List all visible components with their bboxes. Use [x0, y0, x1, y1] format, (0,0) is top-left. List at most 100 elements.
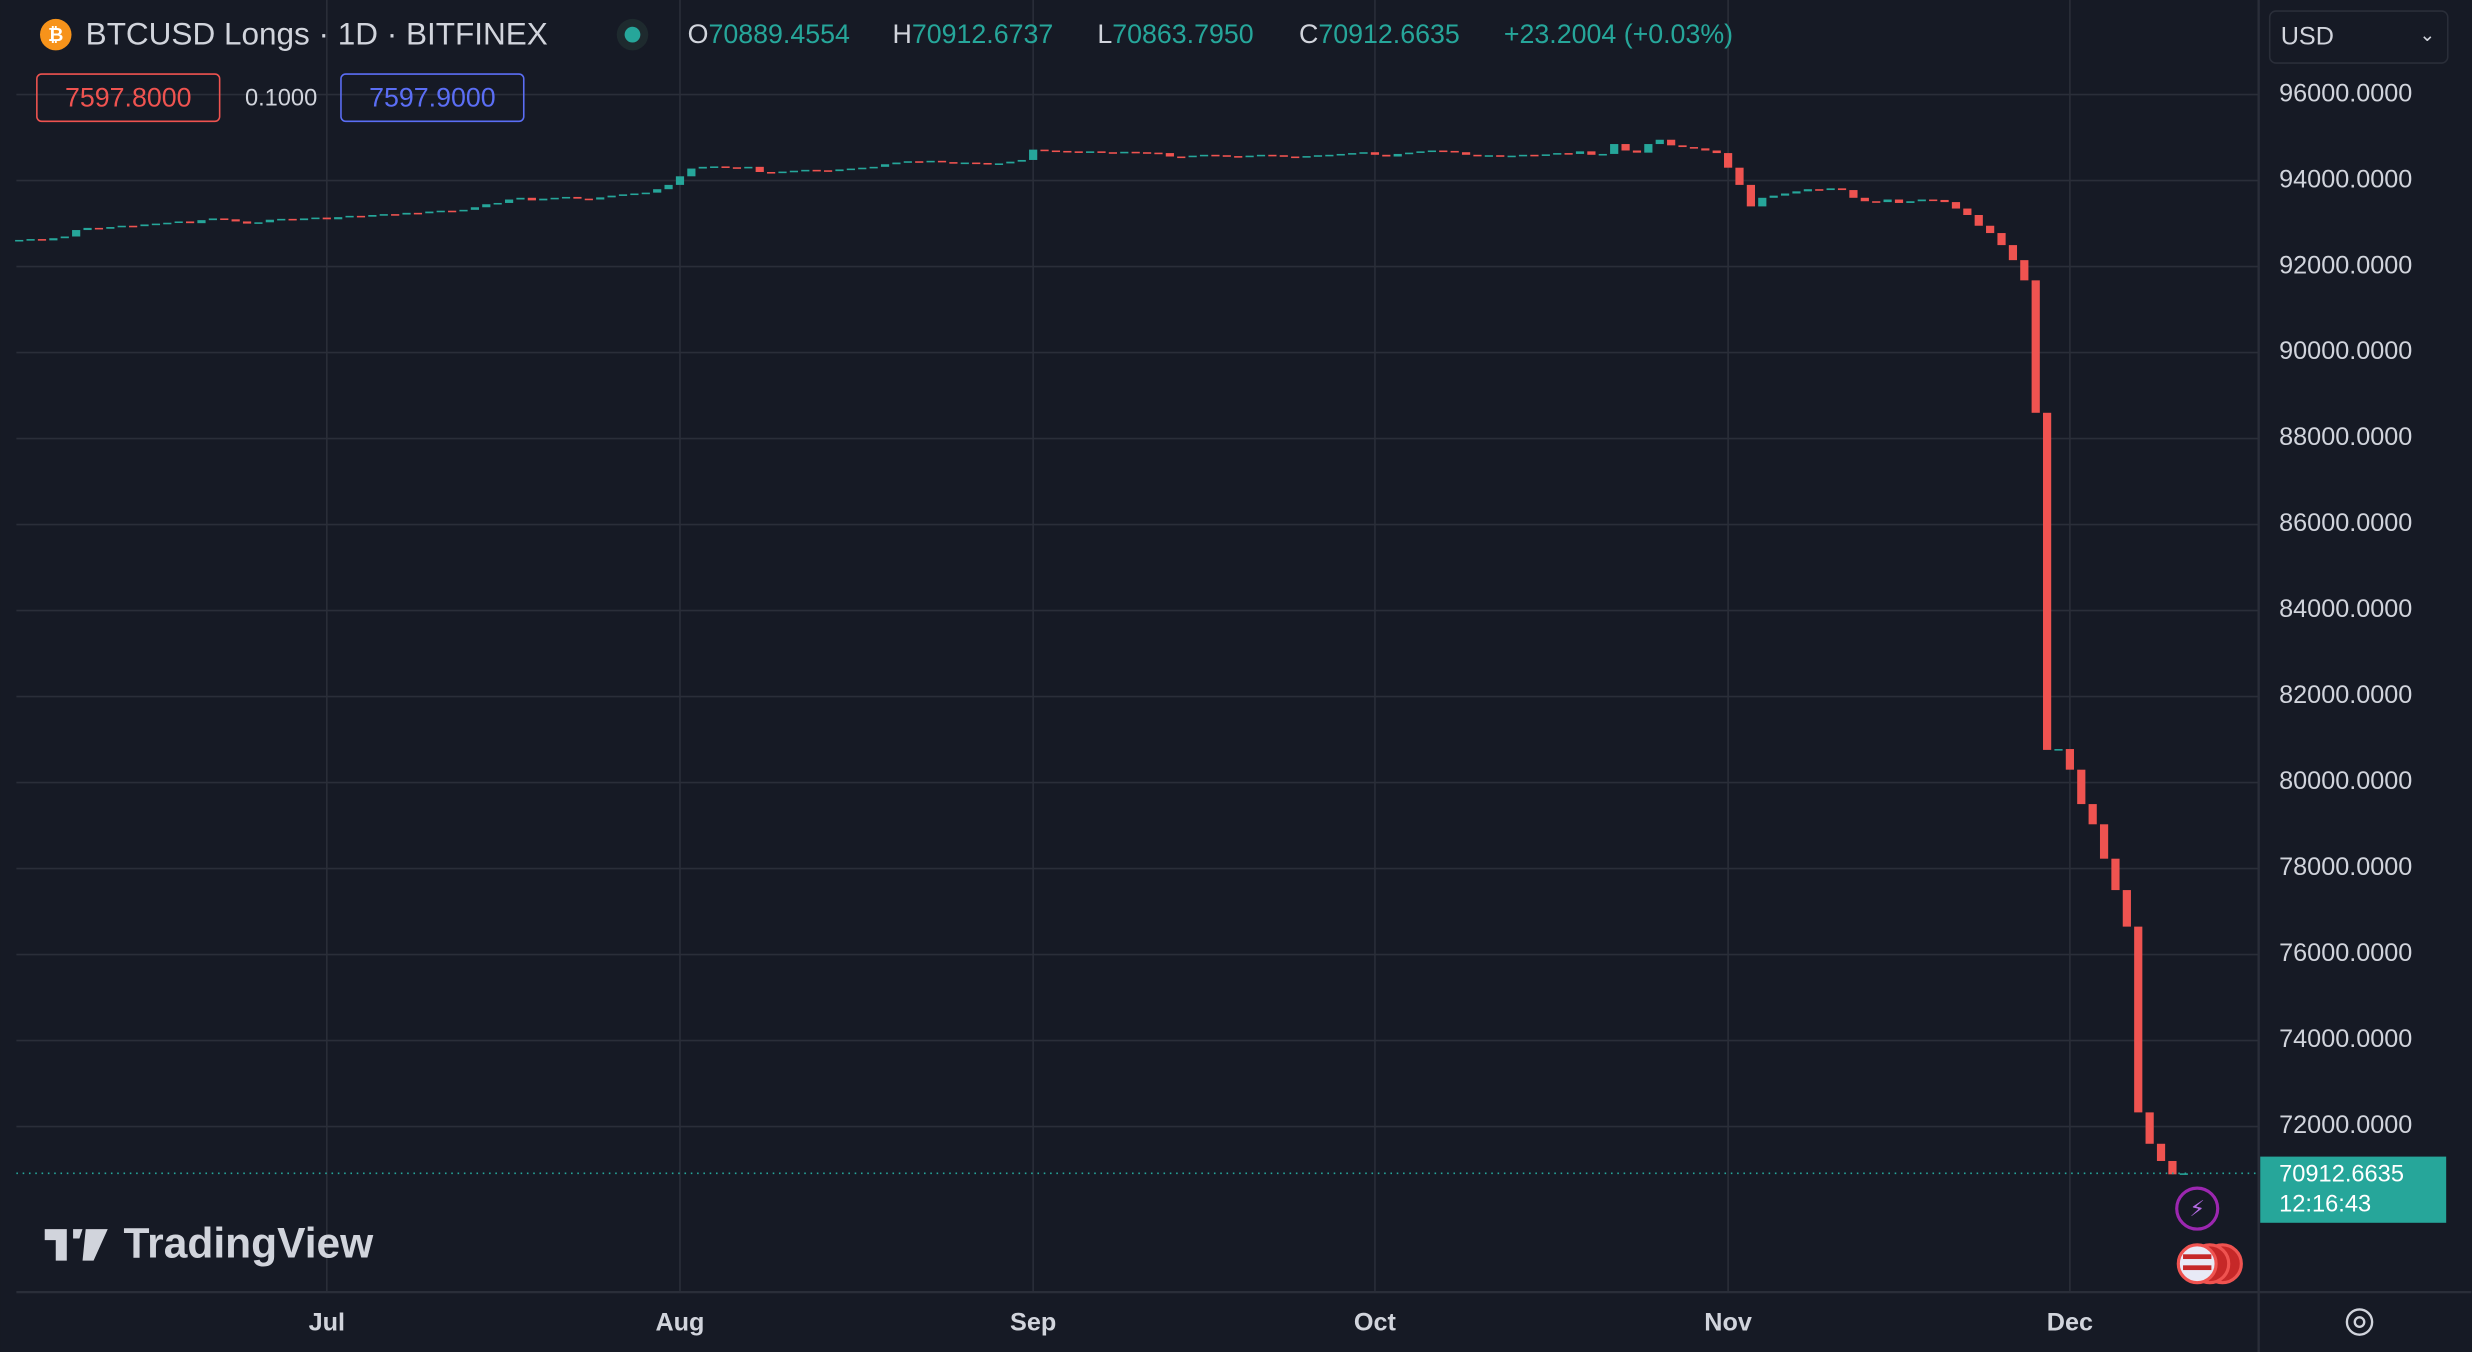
candle-body [2122, 890, 2131, 927]
candle-body [1826, 188, 1835, 191]
candle-body [15, 239, 24, 242]
candle-body [94, 227, 104, 230]
candle-body [1211, 154, 1220, 157]
candle-body [983, 162, 992, 165]
candle-body [1165, 153, 1174, 157]
candle-body [1553, 153, 1562, 155]
candle-body [2111, 858, 2120, 891]
ohlc-change: +23.2004 (+0.03%) [1504, 19, 1733, 49]
candle-body [1382, 154, 1391, 157]
candle-body [106, 227, 115, 229]
status-dot [624, 26, 641, 43]
candle-body [1906, 201, 1915, 203]
y-tick-label: 72000.0000 [2279, 1111, 2412, 1139]
candle-body [2054, 749, 2063, 751]
candle-body [915, 161, 924, 163]
candle-body [1496, 155, 1505, 157]
sell-price[interactable]: 7597.8000 [65, 82, 192, 112]
candle-body [1177, 156, 1186, 159]
candle-body [345, 215, 354, 218]
candle-body [1450, 150, 1459, 153]
y-tick-label: 74000.0000 [2279, 1025, 2412, 1053]
candle-body [1792, 191, 1801, 194]
candle-body [1234, 156, 1243, 158]
candle-body [2134, 926, 2143, 1113]
candle-body [1302, 156, 1311, 158]
candle-body [1894, 199, 1904, 203]
y-tick-label: 84000.0000 [2279, 595, 2412, 623]
candle-body [1667, 139, 1676, 146]
settings-icon[interactable] [2345, 1308, 2374, 1336]
candle-body [721, 166, 730, 168]
candle-body [2031, 280, 2040, 413]
candle-body [2088, 804, 2097, 825]
logo [44, 1229, 108, 1261]
candle-body [1929, 199, 1938, 202]
y-tick-label: 92000.0000 [2279, 251, 2412, 279]
candle-body [1803, 189, 1812, 192]
candle-body [83, 227, 92, 231]
ohlc-key: O [688, 19, 709, 49]
candle-body [436, 210, 445, 213]
flag-icon[interactable] [2176, 1243, 2218, 1285]
candle-body [618, 194, 628, 196]
currency-select[interactable] [2268, 10, 2449, 64]
candle-body [1461, 152, 1471, 155]
candle-body [299, 218, 309, 221]
candle-body [732, 167, 742, 169]
candle-body [277, 218, 286, 221]
candle-body [311, 217, 320, 220]
candle-body [1188, 155, 1197, 158]
spread: 0.1000 [245, 86, 317, 112]
candle-body [220, 218, 229, 221]
candle-body [459, 209, 468, 212]
candle-body [539, 198, 548, 201]
candle-body [334, 217, 343, 220]
candle-body [1029, 149, 1038, 160]
candle-body [1142, 152, 1152, 154]
candle-body [1610, 144, 1619, 154]
candle-body [163, 222, 172, 225]
candle-body [1131, 151, 1140, 154]
y-tick-label: 96000.0000 [2279, 79, 2412, 107]
buy-price[interactable]: 7597.9000 [369, 82, 496, 112]
dropdown-arrow: ⌄ [2419, 25, 2435, 46]
candle-body [2168, 1160, 2177, 1175]
candle-body [72, 230, 81, 237]
buy-button[interactable] [340, 73, 525, 123]
candle-body [265, 219, 274, 223]
y-tick-label: 90000.0000 [2279, 337, 2412, 365]
candle-body [368, 214, 377, 217]
candle-body [607, 195, 616, 198]
currency[interactable]: USD [2281, 22, 2334, 50]
candle-body [1598, 153, 1607, 156]
candle-body [1256, 154, 1266, 157]
candle-body [1541, 154, 1550, 156]
candle-body [117, 225, 126, 228]
event-icon[interactable] [2175, 1186, 2220, 1231]
candle-body [2145, 1112, 2154, 1144]
candle-body [1860, 197, 1869, 202]
candle-body [1268, 154, 1277, 157]
candle-body [858, 167, 867, 170]
candle-body [1644, 144, 1653, 153]
coin-symbol: ₿ [48, 25, 63, 46]
candle-body [1917, 199, 1926, 202]
candle-body [1735, 167, 1744, 185]
sell-button[interactable] [36, 73, 221, 123]
chart-title[interactable]: BTCUSD Longs · 1D · BITFINEX [86, 16, 548, 52]
candle-body [1405, 152, 1414, 155]
candle-body [49, 238, 58, 241]
candle-body [448, 210, 457, 213]
candle-body [1359, 152, 1368, 154]
price-tag [2260, 1156, 2447, 1223]
x-tick-label: Oct [1354, 1308, 1397, 1336]
candle-body [1336, 153, 1345, 156]
candle-body [789, 170, 799, 173]
candle-body [2077, 769, 2086, 805]
candle-body [767, 171, 776, 174]
candle-body [129, 225, 138, 228]
candle-body [60, 236, 69, 239]
y-tick-label: 94000.0000 [2279, 165, 2412, 193]
candle-body [516, 197, 525, 200]
